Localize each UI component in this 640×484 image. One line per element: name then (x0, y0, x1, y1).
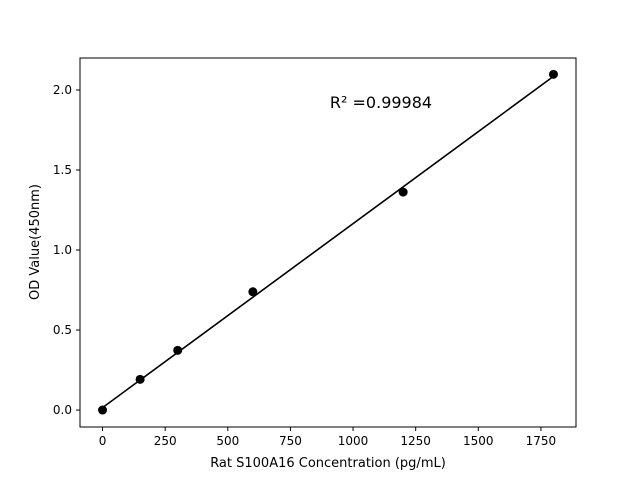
x-axis-ticks: 0 250 500 750 1000 1250 1500 1750 (99, 427, 556, 448)
y-tick-label: 1.5 (53, 163, 72, 177)
y-axis-ticks: 0.0 0.5 1.0 1.5 2.0 (53, 83, 80, 417)
x-axis-label: Rat S100A16 Concentration (pg/mL) (210, 456, 446, 471)
x-tick-label: 0 (99, 434, 107, 448)
y-axis-label: OD Value(450nm) (28, 184, 43, 300)
x-tick-label: 1750 (526, 434, 557, 448)
x-tick-label: 1250 (400, 434, 431, 448)
data-point (248, 287, 258, 297)
data-point (135, 374, 145, 384)
data-point (398, 187, 408, 197)
data-point (98, 405, 108, 415)
x-tick-label: 750 (279, 434, 302, 448)
y-tick-label: 2.0 (53, 83, 72, 97)
x-tick-label: 250 (154, 434, 177, 448)
data-point (548, 69, 558, 79)
y-tick-label: 0.5 (53, 323, 72, 337)
y-tick-label: 0.0 (53, 403, 72, 417)
x-tick-label: 1500 (463, 434, 494, 448)
r-squared-annotation: R² =0.99984 (330, 93, 432, 112)
x-tick-label: 500 (216, 434, 239, 448)
data-point (173, 345, 183, 355)
data-marks (98, 69, 558, 415)
y-tick-label: 1.0 (53, 243, 72, 257)
x-tick-label: 1000 (338, 434, 369, 448)
